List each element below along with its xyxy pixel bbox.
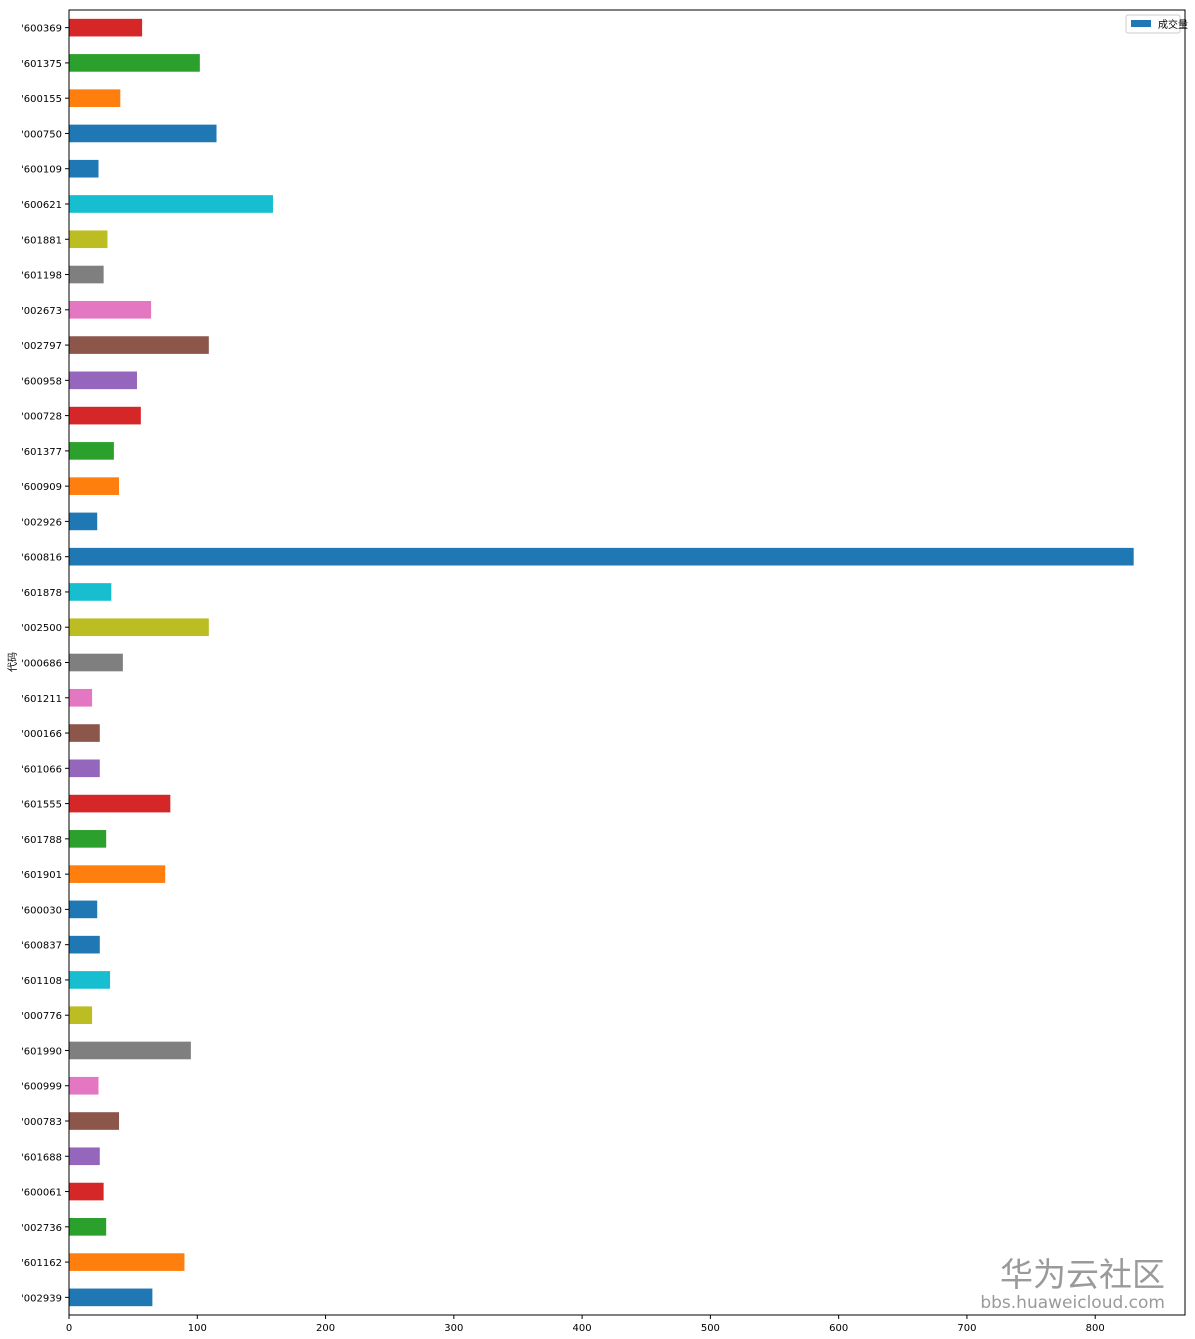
bar bbox=[69, 18, 143, 37]
y-tick-label: '601198 bbox=[21, 271, 62, 282]
bar bbox=[69, 830, 107, 848]
y-tick-label: '000783 bbox=[21, 1117, 62, 1128]
bar bbox=[69, 865, 166, 883]
bar bbox=[69, 300, 152, 319]
bar bbox=[69, 1076, 99, 1095]
y-tick-label: '600030 bbox=[21, 905, 62, 916]
x-tick-label: 300 bbox=[444, 1323, 463, 1334]
bar bbox=[69, 54, 200, 72]
x-tick-label: 800 bbox=[1086, 1323, 1105, 1334]
bar bbox=[69, 336, 209, 354]
x-tick-label: 100 bbox=[188, 1323, 207, 1334]
bar bbox=[69, 688, 93, 707]
x-tick-label: 0 bbox=[66, 1323, 72, 1334]
y-tick-label: '601788 bbox=[21, 835, 62, 846]
y-tick-label: '601901 bbox=[21, 870, 62, 881]
bar bbox=[69, 1112, 120, 1130]
bar bbox=[69, 900, 98, 919]
bar bbox=[69, 1253, 185, 1271]
x-axis-ticks: 0 100 200 300 400 500 600 700 800 bbox=[66, 1315, 1105, 1334]
y-tick-label: '601162 bbox=[21, 1258, 62, 1269]
y-tick-label: '000750 bbox=[21, 129, 62, 140]
bar bbox=[69, 124, 217, 143]
y-tick-label: '002926 bbox=[21, 517, 62, 528]
watermark-url: bbs.huaweicloud.com bbox=[980, 1293, 1165, 1313]
bar bbox=[69, 935, 100, 954]
y-tick-label: '600999 bbox=[21, 1082, 62, 1093]
y-tick-label: '000776 bbox=[21, 1011, 62, 1022]
bar bbox=[69, 1041, 191, 1060]
y-tick-label: '601377 bbox=[21, 447, 62, 458]
bar bbox=[69, 1006, 93, 1025]
y-tick-label: '000686 bbox=[21, 659, 62, 670]
bar bbox=[69, 971, 111, 989]
plot-frame bbox=[68, 9, 1186, 1316]
bar bbox=[69, 794, 171, 813]
bar bbox=[69, 371, 137, 390]
watermark: 华为云社区 bbs.huaweicloud.com bbox=[980, 1255, 1165, 1313]
bar bbox=[69, 89, 121, 107]
bar bbox=[69, 512, 98, 531]
bar bbox=[69, 1218, 107, 1236]
x-tick-label: 700 bbox=[957, 1323, 976, 1334]
bar bbox=[69, 618, 209, 637]
legend: 成交量 bbox=[1125, 14, 1188, 34]
legend-label: 成交量 bbox=[1158, 18, 1188, 31]
y-tick-label: '601881 bbox=[21, 235, 62, 246]
x-tick-label: 400 bbox=[573, 1323, 592, 1334]
y-tick-label: '000166 bbox=[21, 729, 62, 740]
y-tick-label: '600958 bbox=[21, 376, 62, 387]
y-tick-label: '601878 bbox=[21, 588, 62, 599]
x-tick-label: 500 bbox=[701, 1323, 720, 1334]
y-tick-label: '600155 bbox=[21, 94, 62, 105]
watermark-title: 华为云社区 bbox=[1000, 1255, 1165, 1294]
legend-swatch bbox=[1131, 20, 1151, 27]
y-axis-label: 代码 bbox=[7, 652, 19, 672]
bar bbox=[69, 1182, 104, 1201]
y-tick-label: '600837 bbox=[21, 941, 62, 952]
bar bbox=[69, 406, 141, 425]
y-tick-label: '000728 bbox=[21, 412, 62, 423]
y-tick-label: '600909 bbox=[21, 482, 62, 493]
bar bbox=[69, 265, 104, 284]
y-tick-label: '601555 bbox=[21, 800, 62, 811]
y-tick-label: '002673 bbox=[21, 306, 62, 317]
y-tick-label: '600621 bbox=[21, 200, 62, 211]
bar bbox=[69, 442, 114, 460]
bar bbox=[69, 477, 120, 495]
y-tick-label: '600369 bbox=[21, 24, 62, 35]
y-tick-label: '002500 bbox=[21, 623, 62, 634]
bar bbox=[69, 547, 1134, 566]
y-tick-label: '601990 bbox=[21, 1046, 62, 1057]
y-tick-label: '601211 bbox=[21, 694, 62, 705]
y-tick-label: '600061 bbox=[21, 1188, 62, 1199]
bar bbox=[69, 1147, 100, 1166]
y-tick-label: '601108 bbox=[21, 976, 62, 987]
bar-group bbox=[69, 18, 1134, 1307]
y-tick-label: '002939 bbox=[21, 1293, 62, 1304]
bar bbox=[69, 195, 273, 213]
bar bbox=[69, 583, 112, 601]
legend-frame bbox=[1125, 14, 1181, 34]
bar bbox=[69, 1288, 153, 1307]
bar bbox=[69, 653, 123, 672]
y-tick-label: '002736 bbox=[21, 1223, 62, 1234]
x-tick-label: 200 bbox=[316, 1323, 335, 1334]
x-tick-label: 600 bbox=[829, 1323, 848, 1334]
bar bbox=[69, 759, 100, 778]
y-tick-label: '600109 bbox=[21, 165, 62, 176]
y-axis-ticks: '600369 '601375 '600155 '000750 '600109 '6006… bbox=[21, 24, 69, 1304]
bar bbox=[69, 724, 100, 742]
bar bbox=[69, 159, 99, 178]
y-tick-label: '601375 bbox=[21, 59, 62, 70]
bar bbox=[69, 230, 108, 249]
y-tick-label: '002797 bbox=[21, 341, 62, 352]
y-tick-label: '601066 bbox=[21, 764, 62, 775]
y-tick-label: '600816 bbox=[21, 553, 62, 564]
y-tick-label: '601688 bbox=[21, 1152, 62, 1163]
